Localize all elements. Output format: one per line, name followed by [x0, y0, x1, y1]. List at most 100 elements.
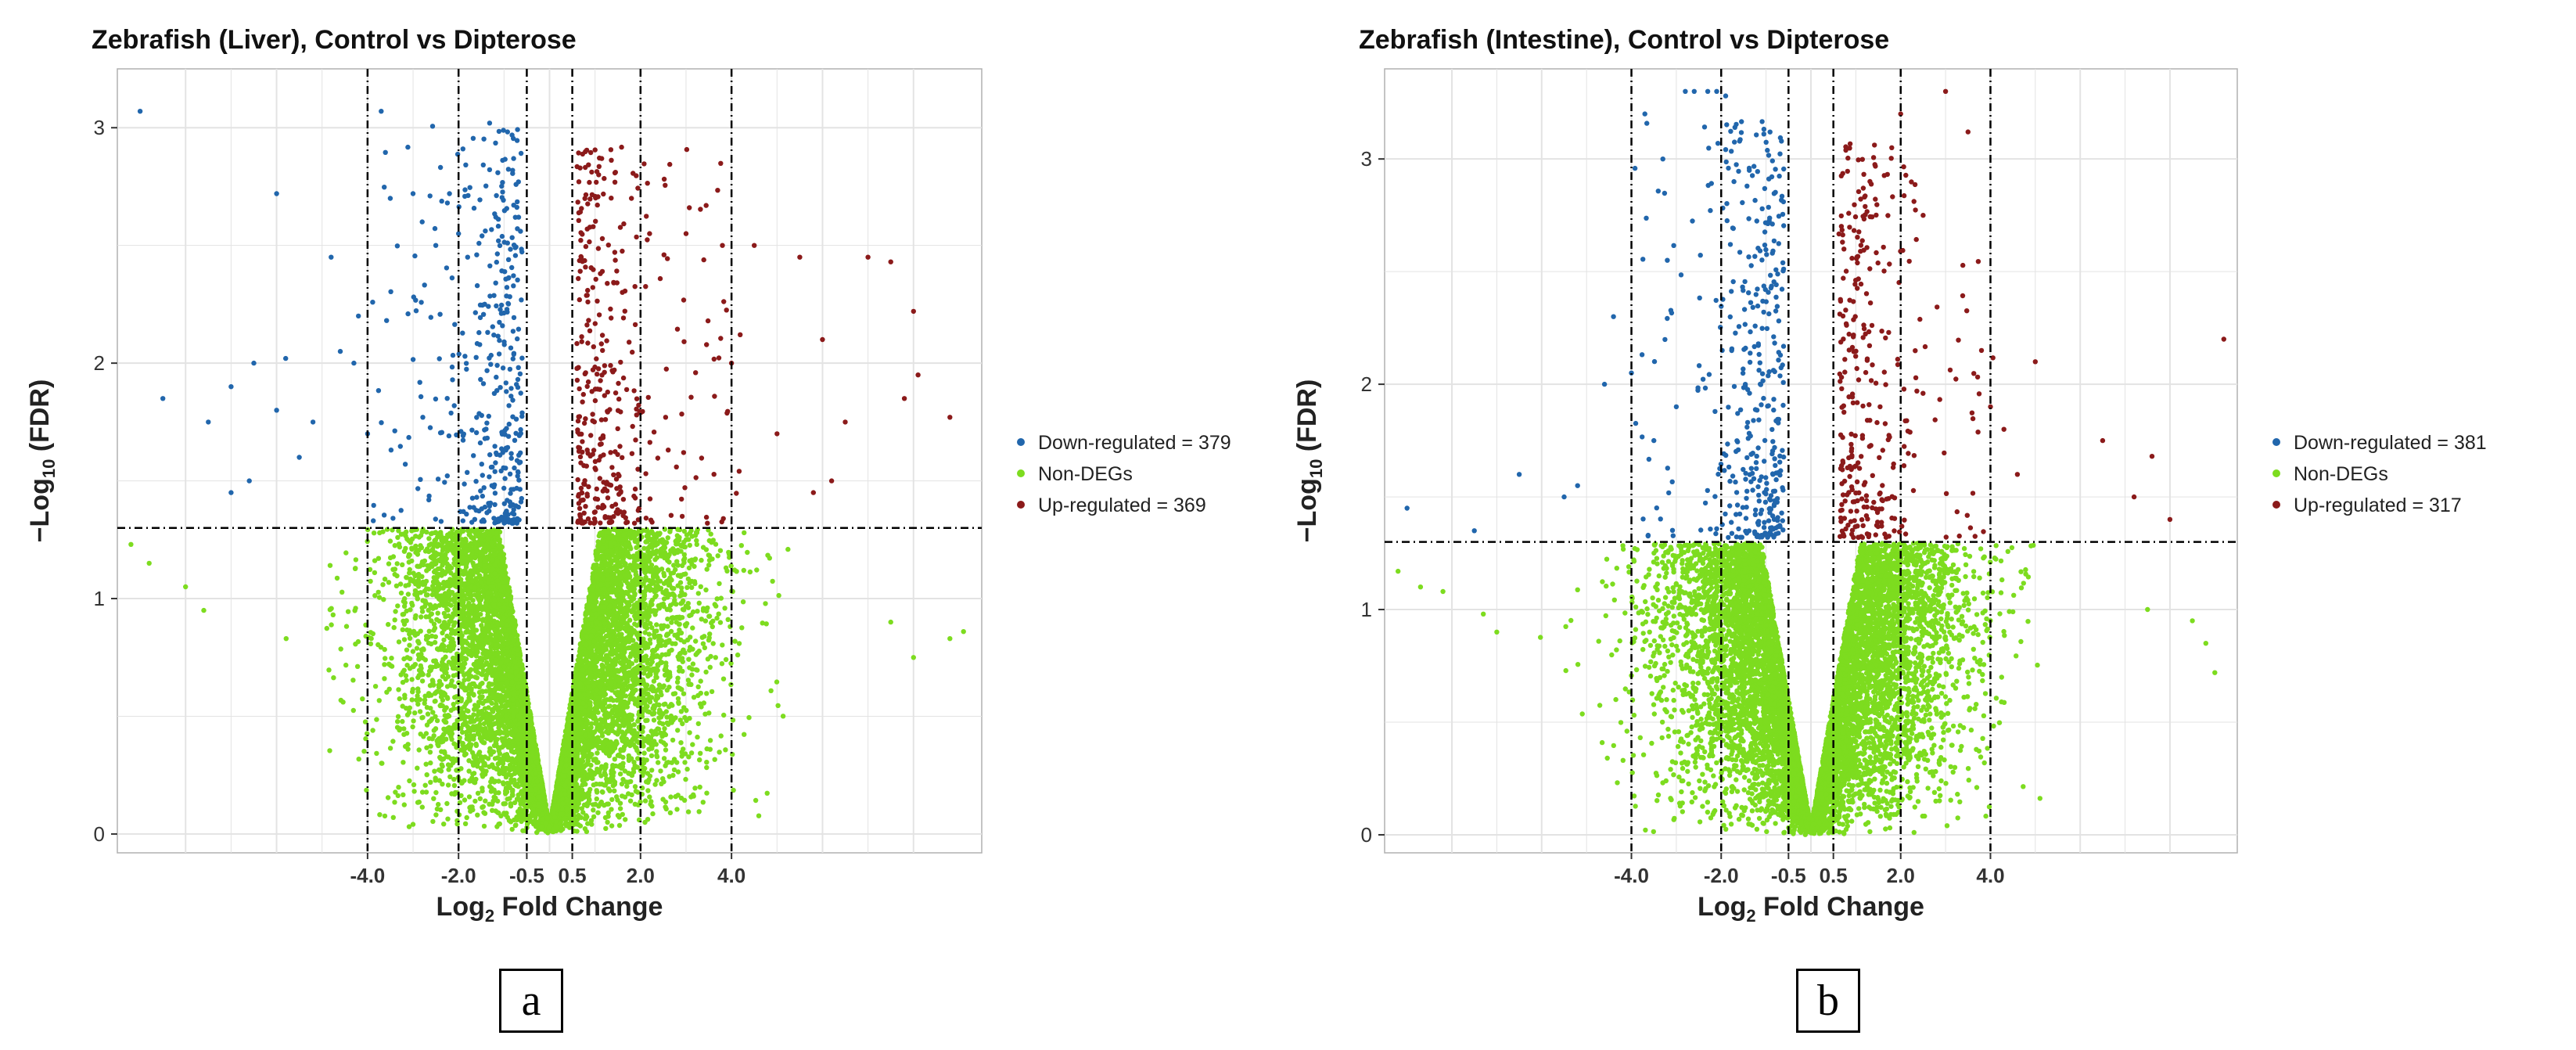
non-deg-point — [689, 672, 695, 678]
non-deg-point — [449, 736, 454, 743]
non-deg-point — [420, 714, 426, 721]
non-deg-point — [480, 786, 485, 791]
non-deg-point — [654, 622, 659, 627]
non-deg-point — [445, 816, 451, 822]
non-deg-point — [475, 812, 480, 818]
non-deg-point — [698, 584, 703, 589]
non-deg-point — [414, 645, 420, 651]
non-deg-point — [444, 800, 450, 807]
non-deg-point — [387, 746, 393, 751]
non-deg-point — [776, 592, 781, 599]
non-deg-point — [608, 696, 614, 701]
non-deg-point — [695, 609, 700, 614]
non-deg-point — [685, 809, 692, 814]
non-deg-point — [678, 740, 684, 746]
non-deg-point — [466, 768, 472, 774]
non-deg-point — [402, 595, 408, 602]
non-deg-point — [725, 617, 731, 622]
non-deg-point — [345, 609, 351, 614]
non-deg-point — [376, 595, 383, 600]
non-deg-point — [444, 633, 450, 639]
non-deg-point — [681, 559, 687, 566]
non-deg-point — [400, 627, 405, 632]
non-deg-point — [695, 692, 701, 699]
non-deg-point — [389, 656, 394, 661]
non-deg-point — [735, 652, 741, 658]
non-deg-point — [699, 617, 704, 622]
non-deg-point — [451, 701, 456, 707]
non-deg-point — [666, 774, 672, 779]
non-deg-point — [415, 765, 420, 771]
non-deg-point — [767, 556, 772, 561]
non-deg-point — [372, 684, 379, 689]
non-deg-point — [392, 543, 397, 548]
non-deg-point — [408, 607, 413, 613]
non-deg-point — [385, 795, 391, 800]
non-deg-point — [693, 667, 699, 673]
non-deg-point — [686, 537, 692, 542]
non-deg-point — [466, 758, 472, 764]
gene-points — [128, 109, 966, 836]
non-deg-point — [649, 625, 655, 631]
non-deg-point — [674, 679, 681, 685]
non-deg-point — [440, 697, 446, 703]
non-deg-point — [409, 697, 415, 703]
non-deg-point — [683, 776, 688, 782]
non-deg-point — [400, 718, 405, 725]
non-deg-point — [372, 558, 378, 563]
non-deg-point — [391, 624, 397, 631]
non-deg-point — [665, 617, 670, 622]
chart-title: Zebrafish (Liver), Control vs Dipterose — [92, 25, 577, 55]
non-deg-point — [699, 557, 704, 563]
non-deg-point — [739, 625, 745, 631]
non-deg-point — [424, 529, 429, 535]
non-deg-point — [720, 642, 725, 648]
non-deg-point — [582, 751, 587, 757]
non-deg-point — [424, 705, 430, 710]
non-deg-point — [382, 813, 388, 819]
non-deg-point — [406, 824, 412, 829]
non-deg-point — [432, 768, 437, 774]
non-deg-point — [690, 609, 696, 615]
non-deg-point — [411, 789, 417, 794]
non-deg-point — [655, 579, 660, 584]
non-deg-point — [416, 799, 422, 805]
non-deg-point — [386, 580, 392, 585]
non-deg-point — [650, 811, 656, 817]
non-deg-point — [673, 641, 678, 646]
non-deg-point — [599, 789, 605, 795]
non-deg-point — [672, 691, 678, 696]
non-deg-point — [696, 809, 702, 814]
non-deg-point — [401, 802, 407, 807]
non-deg-point — [350, 678, 356, 683]
non-deg-point — [720, 676, 727, 681]
non-deg-point — [694, 538, 699, 544]
non-deg-point — [692, 557, 698, 563]
non-deg-point — [430, 818, 436, 825]
non-deg-point — [674, 807, 680, 812]
non-deg-point — [695, 734, 700, 740]
non-deg-point — [667, 810, 674, 816]
non-deg-point — [603, 762, 609, 768]
non-deg-point — [409, 600, 415, 606]
non-deg-point — [740, 599, 746, 605]
non-deg-point — [382, 662, 387, 667]
non-deg-point — [775, 703, 781, 708]
non-deg-point — [394, 561, 400, 566]
non-deg-point — [353, 642, 358, 647]
non-deg-point — [370, 728, 375, 733]
non-deg-point — [402, 743, 408, 750]
non-deg-point — [668, 794, 674, 800]
non-deg-point — [742, 732, 747, 737]
non-deg-point — [368, 630, 374, 635]
non-deg-point — [397, 696, 402, 702]
non-deg-point — [427, 750, 433, 755]
non-deg-point — [694, 541, 699, 548]
non-deg-point — [738, 543, 744, 548]
non-deg-point — [616, 822, 623, 829]
non-deg-point — [728, 563, 734, 569]
non-deg-point — [451, 782, 458, 789]
non-deg-point — [713, 655, 718, 660]
volcano-plot-liver: Zebrafish (Liver), Control vs Dipterose-… — [25, 25, 1231, 926]
